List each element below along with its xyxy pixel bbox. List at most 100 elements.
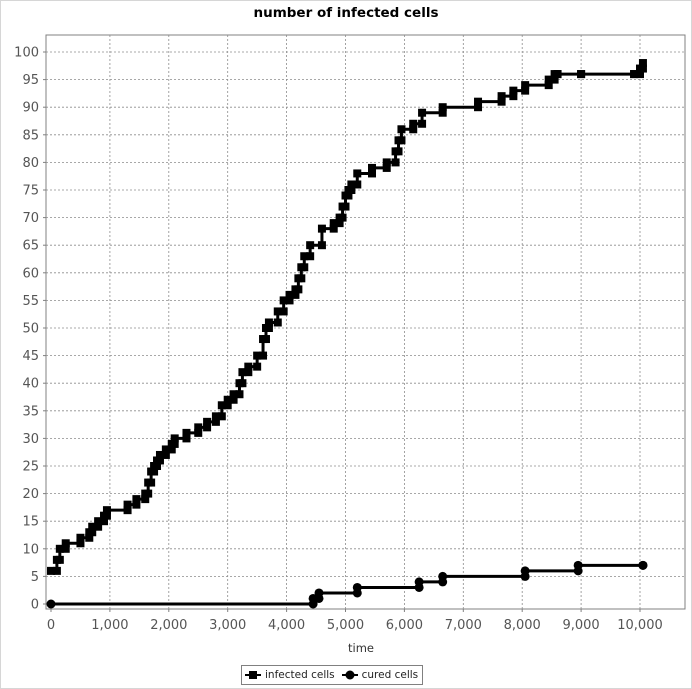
point-cured (352, 582, 362, 592)
point-infected (76, 539, 85, 548)
point-infected (409, 125, 418, 134)
point-infected (94, 522, 103, 531)
y-tick-label: 60 (22, 266, 39, 281)
point-infected (544, 81, 553, 90)
point-infected (144, 489, 153, 498)
point-infected (317, 241, 326, 250)
legend-item-cured: cured cells (341, 669, 419, 681)
point-infected (203, 417, 212, 426)
y-tick-label: 30 (22, 432, 39, 447)
point-cured (520, 566, 530, 576)
point-infected (297, 274, 306, 283)
point-infected (306, 252, 315, 261)
x-tick-label: 10,000 (617, 618, 663, 633)
point-infected (161, 450, 170, 459)
y-tick-label: 0 (31, 598, 39, 613)
point-infected (409, 119, 418, 128)
point-infected (88, 522, 97, 531)
point-infected (238, 379, 247, 388)
point-cured (638, 560, 648, 570)
point-infected (264, 324, 273, 332)
legend-label-cured: cured cells (361, 669, 419, 681)
y-tick-label: 95 (22, 73, 39, 88)
point-infected (85, 533, 94, 542)
point-cured (46, 599, 56, 609)
legend-item-infected: infected cells (244, 669, 335, 681)
point-infected (397, 136, 406, 145)
point-infected (217, 412, 226, 421)
point-infected (368, 163, 377, 172)
y-tick-label: 65 (22, 239, 39, 254)
point-infected (52, 566, 61, 575)
point-infected (244, 368, 253, 377)
point-infected (335, 219, 344, 228)
point-infected (438, 103, 447, 112)
point-infected (244, 362, 253, 371)
point-cured (314, 588, 324, 598)
point-infected (61, 539, 70, 548)
point-infected (317, 224, 326, 233)
point-infected (223, 401, 232, 410)
x-tick-label: 9,000 (562, 618, 599, 633)
y-tick-label: 40 (22, 377, 39, 392)
square-marker-icon (245, 671, 261, 679)
point-infected (194, 428, 203, 437)
y-tick-label: 10 (22, 542, 39, 557)
point-infected (636, 70, 644, 79)
point-infected (167, 445, 176, 454)
point-infected (55, 555, 64, 564)
point-infected (132, 500, 141, 509)
plot-area (45, 34, 686, 610)
point-infected (391, 158, 400, 167)
point-infected (273, 307, 282, 316)
point-infected (211, 412, 220, 421)
point-infected (291, 290, 300, 299)
point-cured (414, 577, 424, 587)
y-tick-label: 5 (31, 570, 39, 585)
y-tick-label: 45 (22, 349, 39, 364)
point-infected (509, 86, 518, 95)
chart-title: number of infected cells (253, 5, 439, 21)
y-tick-label: 75 (22, 184, 39, 199)
point-infected (47, 566, 55, 575)
y-tick-label: 70 (22, 211, 39, 226)
x-tick-label: 4,000 (268, 618, 305, 633)
point-infected (153, 462, 162, 470)
point-infected (497, 92, 506, 101)
y-tick-label: 80 (22, 156, 39, 171)
y-tick-label: 25 (22, 460, 39, 475)
point-infected (170, 439, 179, 448)
series-layer (46, 59, 648, 609)
point-cured (573, 560, 583, 570)
y-tick-label: 15 (22, 515, 39, 530)
point-infected (61, 544, 70, 553)
x-axis-label: time (348, 641, 374, 655)
point-infected (223, 395, 232, 404)
point-infected (238, 368, 247, 377)
point-infected (418, 119, 427, 128)
y-tick-label: 50 (22, 322, 39, 337)
point-infected (474, 97, 483, 106)
y-tick-label: 100 (14, 46, 39, 61)
point-infected (438, 108, 447, 117)
point-infected (55, 544, 64, 553)
point-infected (521, 81, 530, 90)
point-infected (141, 495, 150, 504)
point-infected (344, 191, 353, 200)
point-infected (273, 318, 282, 327)
x-tick-label: 3,000 (209, 618, 246, 633)
point-infected (353, 169, 362, 178)
point-infected (353, 180, 362, 189)
y-tick-label: 85 (22, 128, 39, 143)
point-infected (182, 434, 191, 443)
point-infected (94, 517, 103, 526)
x-tick-label: 5,000 (327, 618, 364, 633)
point-infected (306, 241, 315, 250)
point-infected (347, 186, 356, 194)
point-infected (382, 158, 391, 167)
point-infected (155, 450, 164, 459)
point-infected (521, 86, 530, 95)
axes-layer: 0 1,000 2,000 3,000 4,000 5,000 6,000 7,000 8,00… (14, 46, 663, 634)
point-infected (394, 147, 403, 156)
y-tick-label: 35 (22, 404, 39, 419)
